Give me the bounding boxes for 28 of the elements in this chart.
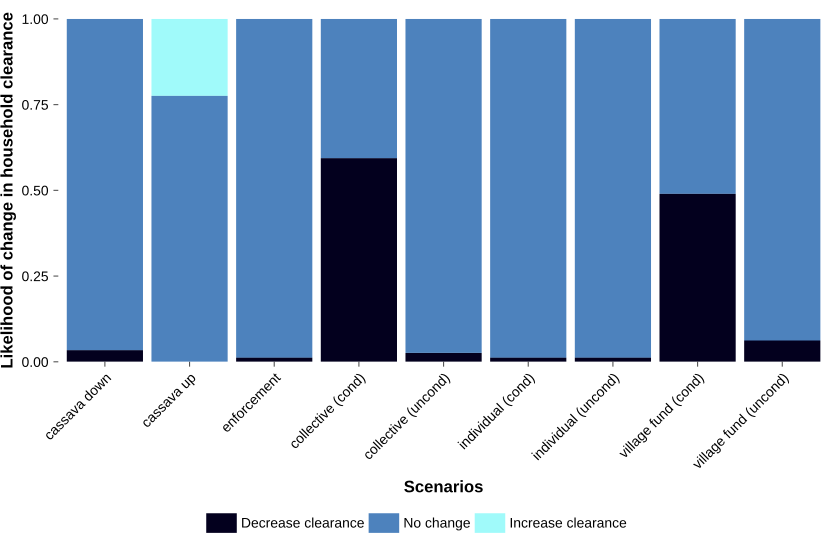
y-tick-label: 1.00 xyxy=(22,14,48,24)
bar xyxy=(574,18,652,358)
bar xyxy=(405,18,482,353)
bar xyxy=(320,18,397,158)
bar xyxy=(66,18,143,350)
bar xyxy=(405,352,482,362)
y-tick-label: 0.25 xyxy=(22,271,48,282)
bar xyxy=(66,350,143,362)
legend-label: Decrease clearance xyxy=(242,517,364,528)
bar xyxy=(659,18,736,194)
legend-label: No change xyxy=(404,517,470,530)
bar xyxy=(320,158,397,362)
bar xyxy=(659,194,736,362)
legend-label: Increase clearance xyxy=(510,517,626,528)
bar xyxy=(574,358,652,362)
x-axis-title: Scenarios xyxy=(404,480,483,492)
bar xyxy=(236,358,312,362)
bar xyxy=(236,18,312,358)
y-tick-label: 0.50 xyxy=(22,186,48,196)
y-tick-label: 0.00 xyxy=(22,357,48,367)
bar xyxy=(151,18,228,96)
bar xyxy=(490,18,566,358)
bar xyxy=(744,18,820,341)
y-axis-title: Likelihood of change in household clearance xyxy=(0,12,16,368)
y-tick-label: 0.75 xyxy=(22,100,48,110)
bar xyxy=(151,96,228,362)
bar xyxy=(744,340,820,362)
bar xyxy=(490,358,566,362)
